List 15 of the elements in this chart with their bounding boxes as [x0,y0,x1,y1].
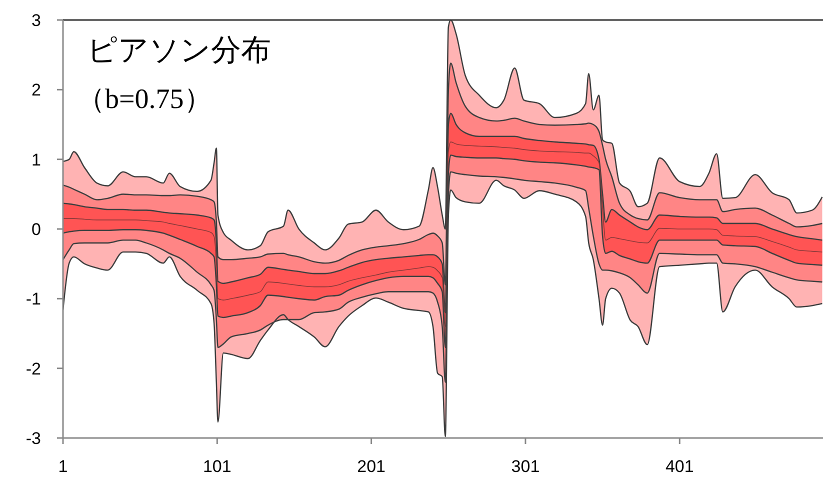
y-tick-label: -2 [26,359,41,378]
y-tick-label: 2 [32,80,41,100]
x-tick-label: 101 [202,457,232,476]
x-tick-label: 1 [58,457,68,476]
x-tick-label: 301 [511,457,540,476]
y-tick-label: -3 [26,428,41,448]
y-tick-label: 1 [32,150,41,170]
text: （b=0.75） [77,84,212,115]
line-series [63,142,823,327]
x-tick-label: 201 [357,457,386,476]
text: ピアソン分布 [87,33,271,68]
y-tick-label: 3 [32,10,41,30]
y-tick-label: 0 [32,220,41,239]
y-tick-label: -1 [26,290,41,309]
x-tick-label: 401 [665,457,694,476]
